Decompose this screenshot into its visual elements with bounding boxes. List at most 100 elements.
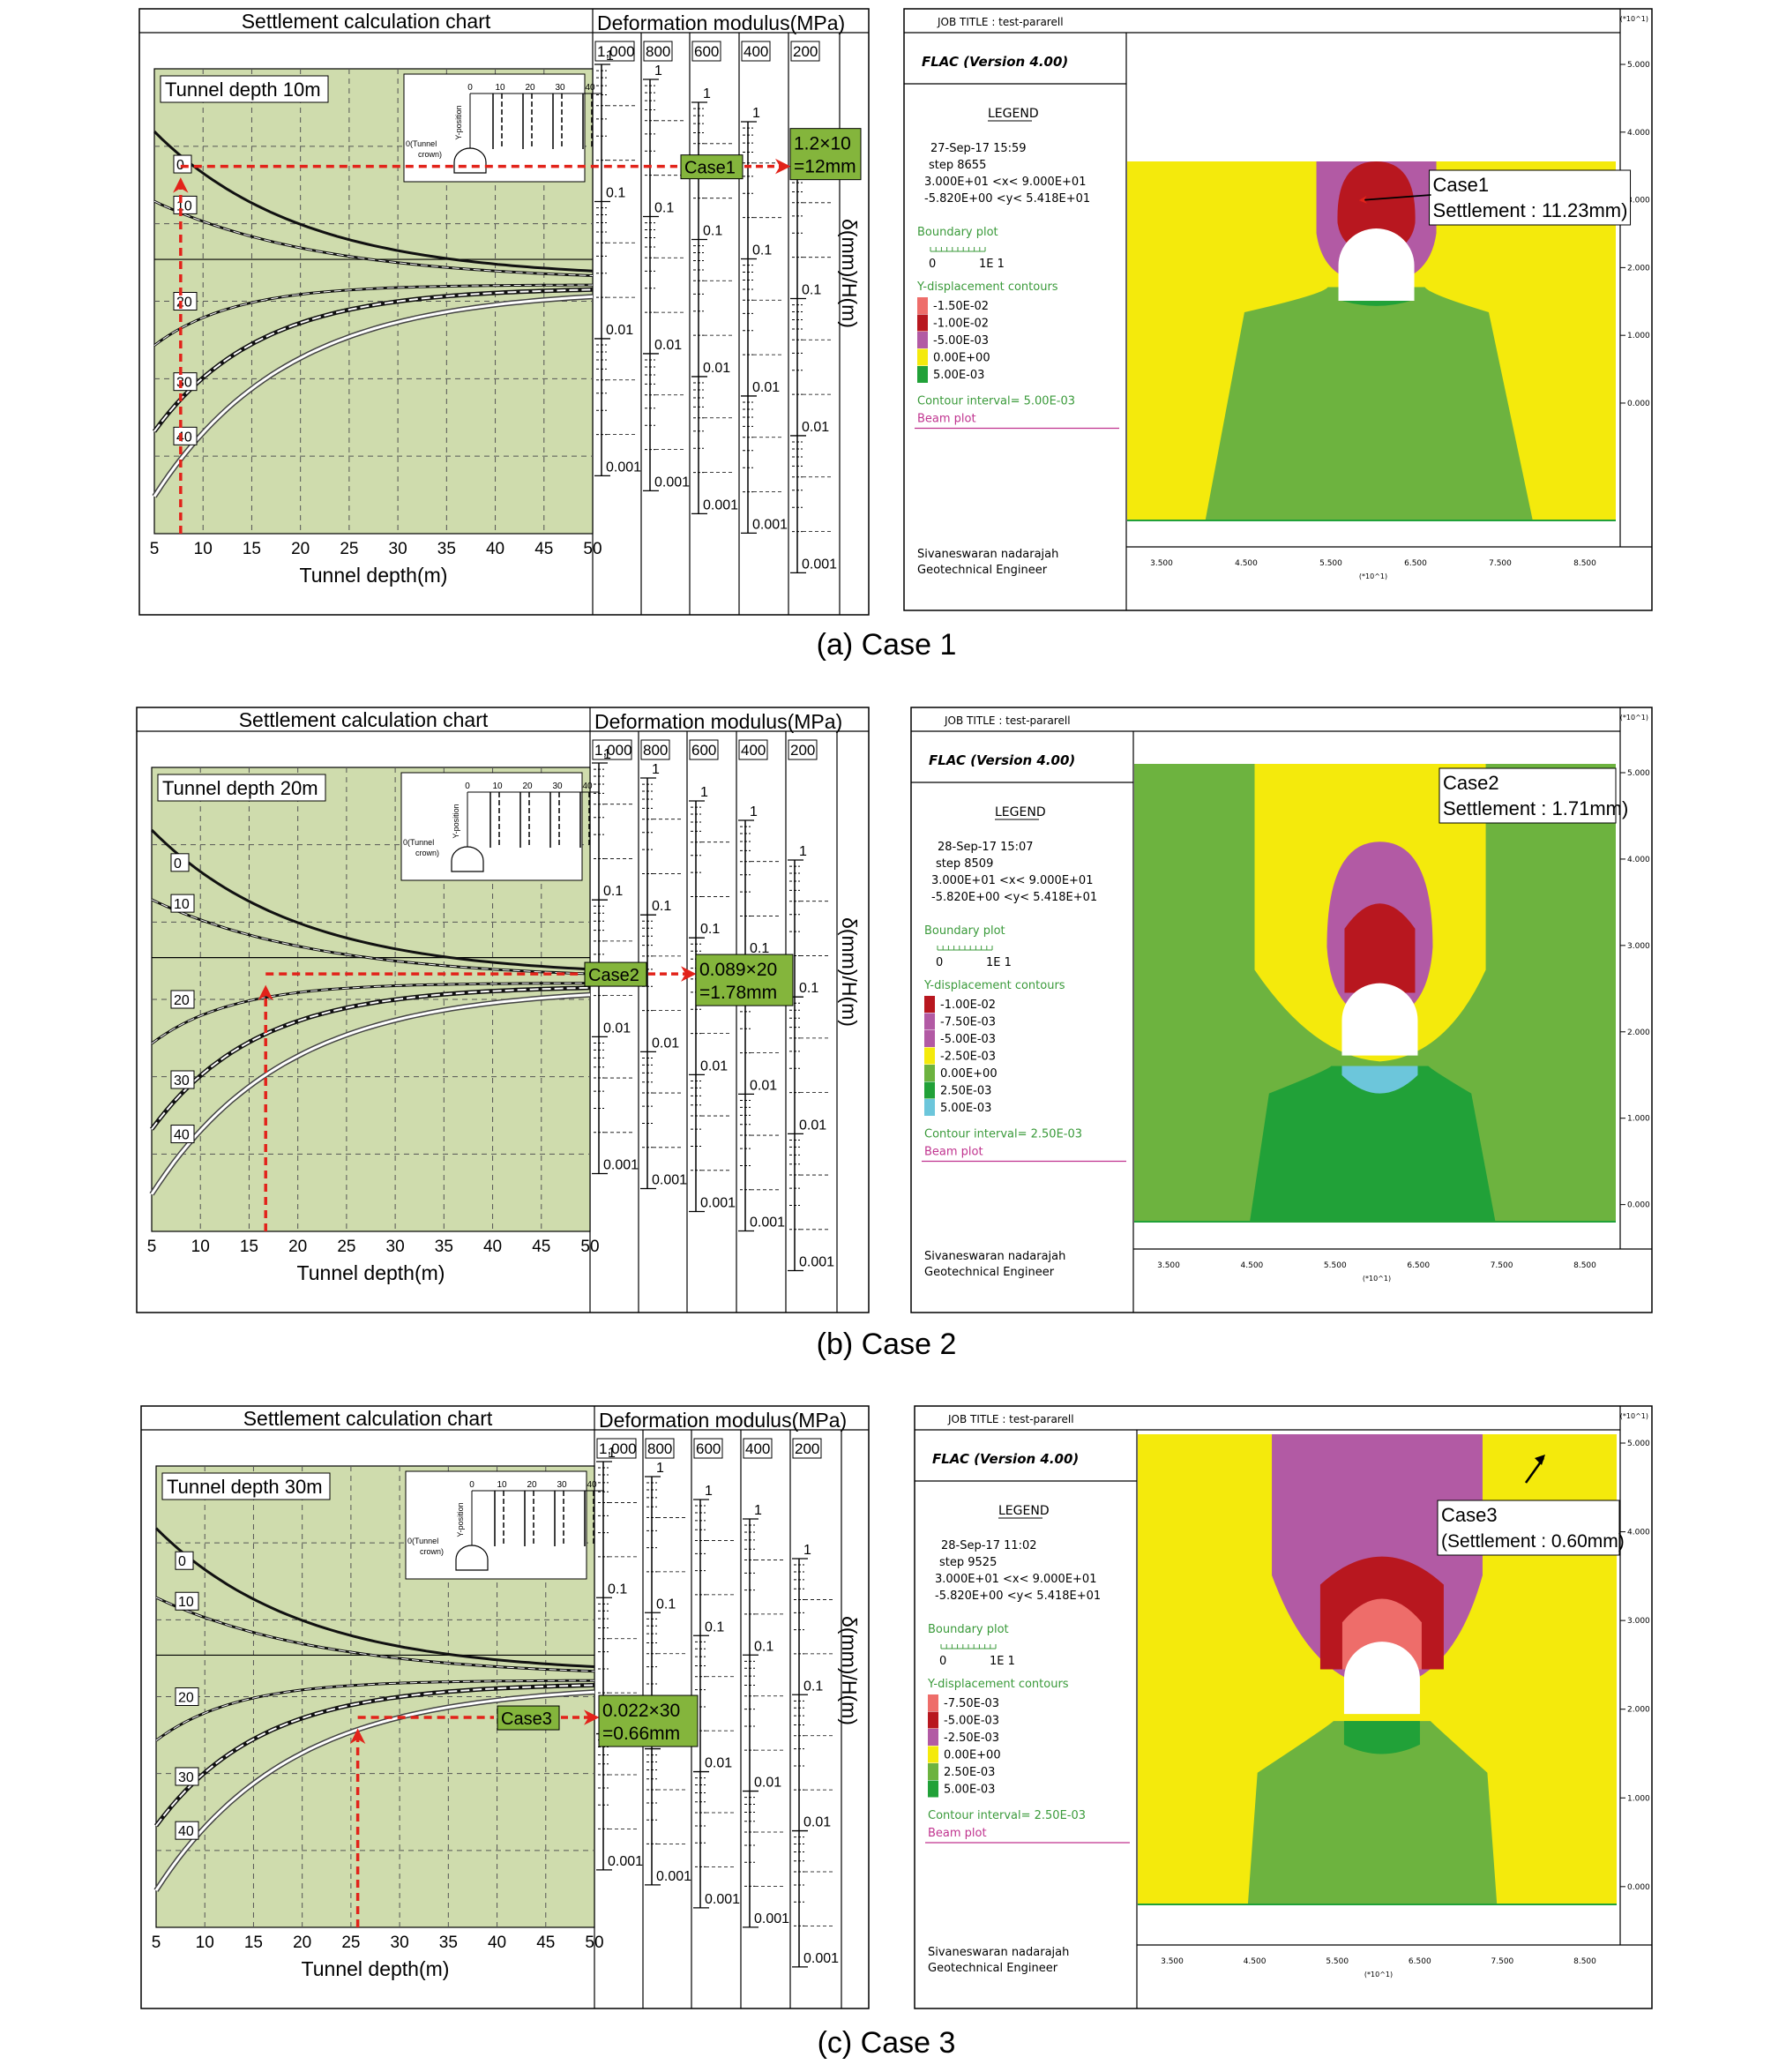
log-tick-label: 0.1 <box>654 200 674 215</box>
modulus-label: 1,000 <box>599 1440 637 1457</box>
flac-y-tick: 2.000 <box>1627 1029 1650 1037</box>
log-tick-label: 1 <box>754 1503 762 1518</box>
log-tick-label: 0.001 <box>703 497 738 512</box>
flac-contour-swatch <box>928 1746 938 1763</box>
flac-x-tick: 3.500 <box>1161 1957 1184 1966</box>
inset-position-label: 10 <box>492 782 503 791</box>
flac-info-line: 3.000E+01 <x< 9.000E+01 <box>924 176 1086 189</box>
curve-label: 30 <box>178 1770 194 1785</box>
flac-info-line: step 9525 <box>939 1556 997 1569</box>
log-tick-label: 0.001 <box>608 1854 643 1869</box>
x-axis-label: Tunnel depth(m) <box>302 1957 450 1980</box>
flac-x-tick: 5.500 <box>1324 1261 1347 1270</box>
modulus-label-box <box>738 739 768 760</box>
inset-position-label: 40 <box>582 782 593 791</box>
annotation-arrowhead <box>1535 1455 1545 1465</box>
log-tick-label: 1 <box>703 86 711 101</box>
x-tick-label: 25 <box>340 540 358 558</box>
flac-y-tick: 3.000 <box>1627 942 1650 951</box>
y-axis-label: δ(mm)/H(m) <box>838 917 861 1027</box>
inset-tunnel-icon <box>453 147 487 174</box>
inset-position-label: 10 <box>497 1480 507 1490</box>
flac-scale-zero: 0 <box>936 956 943 969</box>
x-tick-label: 30 <box>389 540 407 558</box>
curve-label-box <box>170 853 190 872</box>
modulus-label: 1,000 <box>594 742 632 759</box>
log-tick-label: 0.001 <box>656 1869 691 1884</box>
inset-position-label: 0 <box>469 1480 475 1490</box>
flac-author: Sivaneswaran nadarajah <box>928 1946 1069 1959</box>
flac-y-multiplier: (*10^1) <box>1620 15 1648 23</box>
flac-info-line: -5.820E+00 <y< 5.418E+01 <box>935 1590 1101 1603</box>
modulus-label-box <box>592 739 632 760</box>
curve-label: 30 <box>174 1073 190 1088</box>
case-label: Case1 <box>684 159 736 178</box>
contour-green-zone <box>1205 287 1533 520</box>
log-tick-label: 0.01 <box>802 420 829 435</box>
annotation-line-1: Case3 <box>1441 1504 1498 1526</box>
flac-contour-label: -1.00E-02 <box>940 999 996 1012</box>
inset-position-label: 10 <box>495 83 505 93</box>
contour-dark-green-zone <box>1250 1066 1496 1222</box>
flac-role: Geotechnical Engineer <box>917 564 1048 577</box>
flac-panel: JOB TITLE : test-pararell FLAC (Version 4… <box>903 8 1653 611</box>
modulus-label-box <box>643 41 673 62</box>
modulus-label-box <box>743 1438 773 1459</box>
flac-x-tick: 8.500 <box>1573 1261 1596 1270</box>
modulus-title: Deformation modulus(MPa) <box>594 710 842 733</box>
contour-red-zone <box>1344 903 1416 993</box>
curve-label: 10 <box>174 897 190 912</box>
inset-crown-label: 0(Tunnel <box>406 139 437 148</box>
depth-title: Tunnel depth 10m <box>165 79 321 101</box>
log-tick-label: 1 <box>705 1484 713 1499</box>
modulus-label: 800 <box>647 1440 672 1457</box>
case-caption: (b) Case 2 <box>817 1328 957 1361</box>
curve-line <box>154 1527 595 1668</box>
modulus-label: 200 <box>790 742 815 759</box>
x-tick-label: 15 <box>243 540 261 558</box>
curve-label-box <box>170 1125 195 1144</box>
contour-green-zone <box>1247 1721 1498 1904</box>
flac-y-tick: 1.000 <box>1627 332 1650 340</box>
inset-position-label: 40 <box>585 83 595 93</box>
log-tick-label: 0.001 <box>750 1216 785 1230</box>
log-tick-label: 0.001 <box>652 1173 687 1188</box>
flac-author: Sivaneswaran nadarajah <box>917 548 1058 561</box>
x-tick-label: 45 <box>536 1934 555 1952</box>
annotation-arrow <box>1358 194 1431 204</box>
chart-title: Settlement calculation chart <box>239 708 489 731</box>
flac-info-line: step 8655 <box>929 159 986 172</box>
flac-scale-one: 1E 1 <box>979 258 1005 271</box>
log-tick-label: 0.001 <box>603 1158 639 1173</box>
log-tick-label: 0.001 <box>752 517 788 532</box>
flac-x-tick: 7.500 <box>1491 1957 1514 1966</box>
flac-x-multiplier: (*10^1) <box>1363 1275 1391 1283</box>
curve-label-box <box>170 1070 195 1089</box>
modulus-label-box <box>792 1438 822 1459</box>
tunnel-opening <box>1341 983 1418 1056</box>
tunnel-opening <box>1343 1642 1420 1715</box>
flac-info-line: -5.820E+00 <y< 5.418E+01 <box>924 192 1090 206</box>
log-tick-label: 0.001 <box>754 1911 789 1926</box>
flac-scale-one: 1E 1 <box>990 1655 1015 1668</box>
flac-scale-zero: 0 <box>939 1655 946 1668</box>
curve-line-inner <box>155 1679 594 1741</box>
curve-label-box <box>175 1687 199 1706</box>
flac-x-tick: 7.500 <box>1489 559 1512 568</box>
annotation-line-1: Case1 <box>1433 174 1490 196</box>
y-axis-label: δ(mm)/H(m) <box>838 219 861 328</box>
flac-version: FLAC (Version 4.00) <box>922 54 1068 70</box>
flac-x-tick: 6.500 <box>1407 1261 1430 1270</box>
log-tick-label: 0.01 <box>652 1036 679 1051</box>
flac-y-tick: 2.000 <box>1627 264 1650 273</box>
annotation-line-2: Settlement : 1.71mm) <box>1443 797 1628 819</box>
log-tick-label: 0.1 <box>752 243 772 258</box>
x-tick-label: 30 <box>386 1238 405 1256</box>
result-line-2: =1.78mm <box>699 983 777 1003</box>
flac-author: Sivaneswaran nadarajah <box>924 1250 1065 1263</box>
x-tick-label: 40 <box>488 1934 506 1952</box>
flac-y-tick: 0.000 <box>1627 1883 1650 1892</box>
flac-contour-swatch <box>924 1047 935 1065</box>
inset-crown-label: 0(Tunnel <box>407 1537 438 1545</box>
